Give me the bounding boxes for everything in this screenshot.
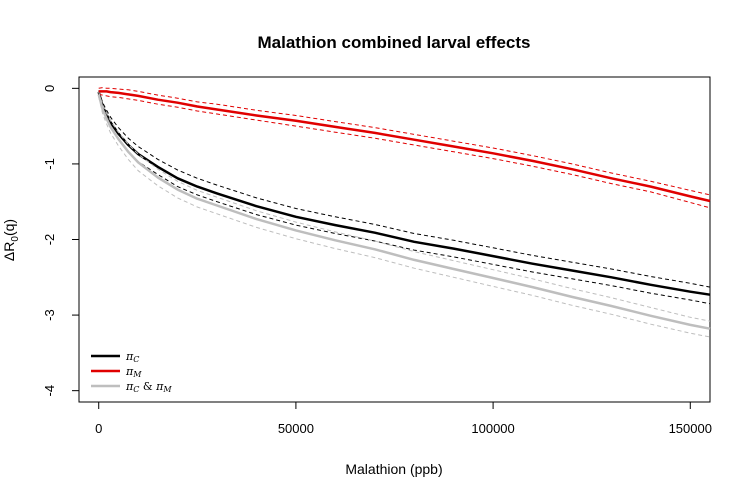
y-axis: 0 -1 -2 -3 -4 [42,85,80,397]
y-tick-label: 0 [42,85,57,92]
y-axis-label-sub: 0 [10,236,21,242]
series-pi-m-lower-bound [98,93,711,209]
legend-label-pi-m: πM [125,365,142,379]
x-tick-label: 50000 [278,421,314,436]
y-tick-label: -1 [42,158,57,170]
legend-label-pi-c-and-m: πC & πM [125,380,172,394]
series-layer [97,87,711,338]
series-pi-c-and-m-upper-bound [98,91,711,322]
chart-title: Malathion combined larval effects [257,33,530,52]
y-axis-label: ΔR0(q) [1,219,21,261]
y-tick-label: -3 [42,309,57,321]
series-pi-c-lower-bound [98,93,711,305]
legend: πC πM πC & πM [91,350,172,394]
x-axis-label: Malathion (ppb) [345,461,442,477]
legend-label-pi-c: πC [125,350,139,364]
y-axis-label-tail: (q) [1,219,17,236]
series-pi-m-upper-bound [98,87,711,196]
series-pi-c-upper-bound [98,90,711,288]
series-pi-c-line [97,91,711,296]
x-tick-label: 150000 [669,421,712,436]
series-pi-m [98,87,711,209]
series-pi-c-and-m-lower-bound [98,96,711,338]
series-pi-c-and-m-line [97,94,711,330]
y-tick-label: -4 [42,385,57,397]
series-pi-m-line [98,90,711,203]
x-tick-label: 100000 [471,421,514,436]
y-axis-label-main: ΔR [1,242,17,261]
y-tick-label: -2 [42,234,57,246]
plot-frame [78,76,711,403]
x-tick-label: 0 [95,421,102,436]
series-pi-c-and-m [97,91,711,338]
x-axis: 0 50000 100000 150000 [95,401,712,436]
series-pi-c [97,90,711,305]
